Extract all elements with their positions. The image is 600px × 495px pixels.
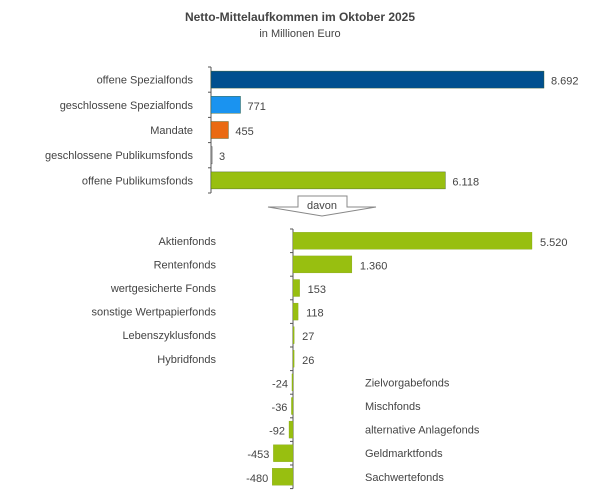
value-label: 1.360 (360, 260, 388, 272)
bar (210, 70, 545, 89)
bar (210, 171, 446, 190)
bar (292, 232, 533, 250)
value-label: 6.118 (452, 176, 479, 188)
value-label: -453 (247, 449, 269, 461)
category-label: geschlossene Spezialfonds (60, 100, 194, 112)
category-label: Aktienfonds (159, 236, 217, 248)
value-label: 27 (302, 331, 314, 343)
bar (292, 326, 295, 344)
bar (291, 373, 294, 392)
value-label: 5.520 (540, 237, 568, 249)
value-label: 8.692 (551, 76, 579, 88)
value-label: 26 (302, 355, 314, 367)
value-label: 118 (306, 308, 324, 320)
category-label: Lebenszyklusfonds (122, 330, 216, 342)
bar (288, 420, 294, 439)
bar (292, 255, 353, 274)
category-label: Sachwertefonds (365, 472, 444, 484)
bar (292, 350, 295, 368)
category-label: sonstige Wertpapierfonds (91, 307, 216, 319)
value-label: -24 (272, 378, 288, 390)
bar (292, 302, 299, 321)
davon-label: davon (307, 200, 337, 212)
category-label: Mischfonds (365, 401, 421, 413)
bar (210, 121, 229, 139)
value-label: -480 (246, 473, 268, 485)
bar (272, 468, 294, 486)
bar (291, 397, 294, 415)
category-label: Zielvorgabefonds (365, 377, 450, 389)
value-label: -92 (269, 426, 285, 438)
category-label: Geldmarktfonds (365, 448, 443, 460)
value-label: -36 (272, 402, 288, 414)
bar (292, 279, 300, 297)
category-label: Mandate (150, 125, 193, 137)
value-label: 153 (308, 284, 326, 296)
chart-title: Netto-Mittelaufkommen im Oktober 2025 (185, 10, 415, 24)
category-label: wertgesicherte Fonds (110, 283, 217, 295)
value-label: 771 (248, 101, 266, 113)
category-label: alternative Anlagefonds (365, 425, 480, 437)
davon-arrow-icon (267, 195, 377, 217)
category-label: offene Spezialfonds (97, 75, 194, 87)
chart-subtitle: in Millionen Euro (259, 28, 340, 40)
category-label: geschlossene Publikumsfonds (45, 150, 193, 162)
category-label: Rentenfonds (154, 259, 217, 271)
value-label: 3 (219, 151, 225, 163)
bar (273, 444, 294, 462)
category-label: offene Publikumsfonds (82, 175, 194, 187)
bar (210, 146, 213, 165)
value-label: 455 (235, 126, 253, 138)
category-label: Hybridfonds (157, 354, 216, 366)
bar (210, 96, 241, 114)
